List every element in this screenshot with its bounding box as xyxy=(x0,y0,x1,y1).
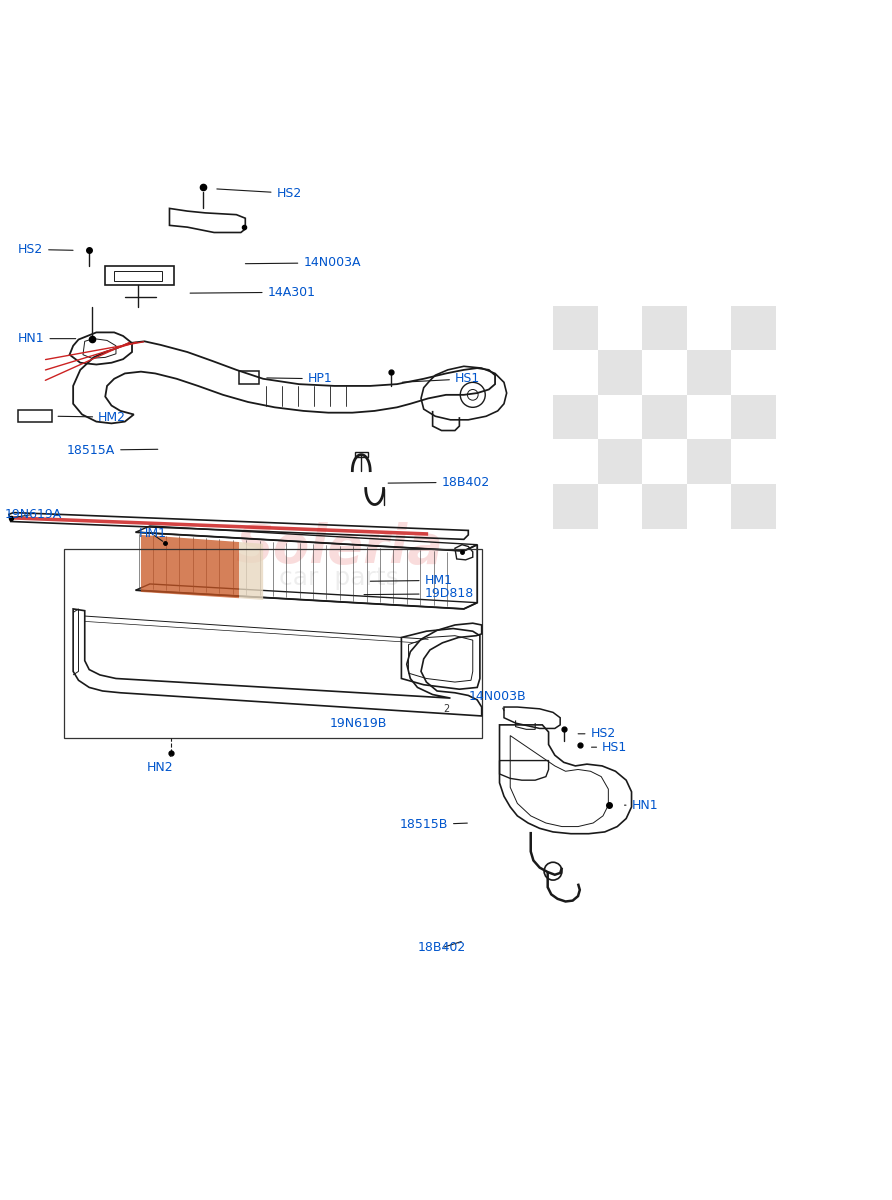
Bar xyxy=(642,306,687,350)
Text: car  parts: car parts xyxy=(279,565,399,589)
Bar xyxy=(598,395,642,439)
Text: 19D818: 19D818 xyxy=(364,587,474,600)
Text: HM1: HM1 xyxy=(138,528,166,541)
Text: HN2: HN2 xyxy=(147,755,174,774)
Bar xyxy=(642,395,687,439)
Text: HS1: HS1 xyxy=(591,740,627,754)
Text: 18515A: 18515A xyxy=(67,444,158,457)
Bar xyxy=(687,484,731,529)
Bar xyxy=(553,306,598,350)
Bar xyxy=(598,350,642,395)
Text: 14N003B: 14N003B xyxy=(468,690,526,710)
Bar xyxy=(731,350,776,395)
Polygon shape xyxy=(141,535,239,599)
Bar xyxy=(687,350,731,395)
Bar xyxy=(731,484,776,529)
Bar xyxy=(553,439,598,484)
Text: HS1: HS1 xyxy=(402,372,480,385)
Bar xyxy=(598,439,642,484)
Bar xyxy=(553,484,598,529)
Bar xyxy=(687,395,731,439)
Text: 18B402: 18B402 xyxy=(417,941,466,954)
Bar xyxy=(642,484,687,529)
Text: HN1: HN1 xyxy=(624,799,658,811)
Bar xyxy=(731,395,776,439)
Text: 19N619A: 19N619A xyxy=(4,508,62,521)
Text: HS2: HS2 xyxy=(18,242,73,256)
Bar xyxy=(687,306,731,350)
Bar xyxy=(642,439,687,484)
Text: HM1: HM1 xyxy=(370,574,452,587)
Bar xyxy=(598,484,642,529)
Bar xyxy=(731,439,776,484)
Text: 14A301: 14A301 xyxy=(190,286,316,299)
Text: HM2: HM2 xyxy=(58,410,126,424)
Bar xyxy=(598,306,642,350)
Text: 14N003A: 14N003A xyxy=(245,257,360,269)
Text: HS2: HS2 xyxy=(217,187,301,199)
Bar xyxy=(687,439,731,484)
Bar xyxy=(642,350,687,395)
Text: HP1: HP1 xyxy=(267,372,333,385)
Polygon shape xyxy=(239,542,263,600)
Text: HN1: HN1 xyxy=(18,332,76,346)
Text: 18515B: 18515B xyxy=(400,818,467,832)
Bar xyxy=(553,395,598,439)
Text: 18B402: 18B402 xyxy=(388,475,490,488)
Text: 2: 2 xyxy=(442,704,450,714)
Text: Soleria: Soleria xyxy=(235,522,443,575)
Text: HS2: HS2 xyxy=(578,727,615,740)
Text: 19N619B: 19N619B xyxy=(330,716,387,730)
Polygon shape xyxy=(13,516,428,535)
Bar xyxy=(553,350,598,395)
Bar xyxy=(731,306,776,350)
